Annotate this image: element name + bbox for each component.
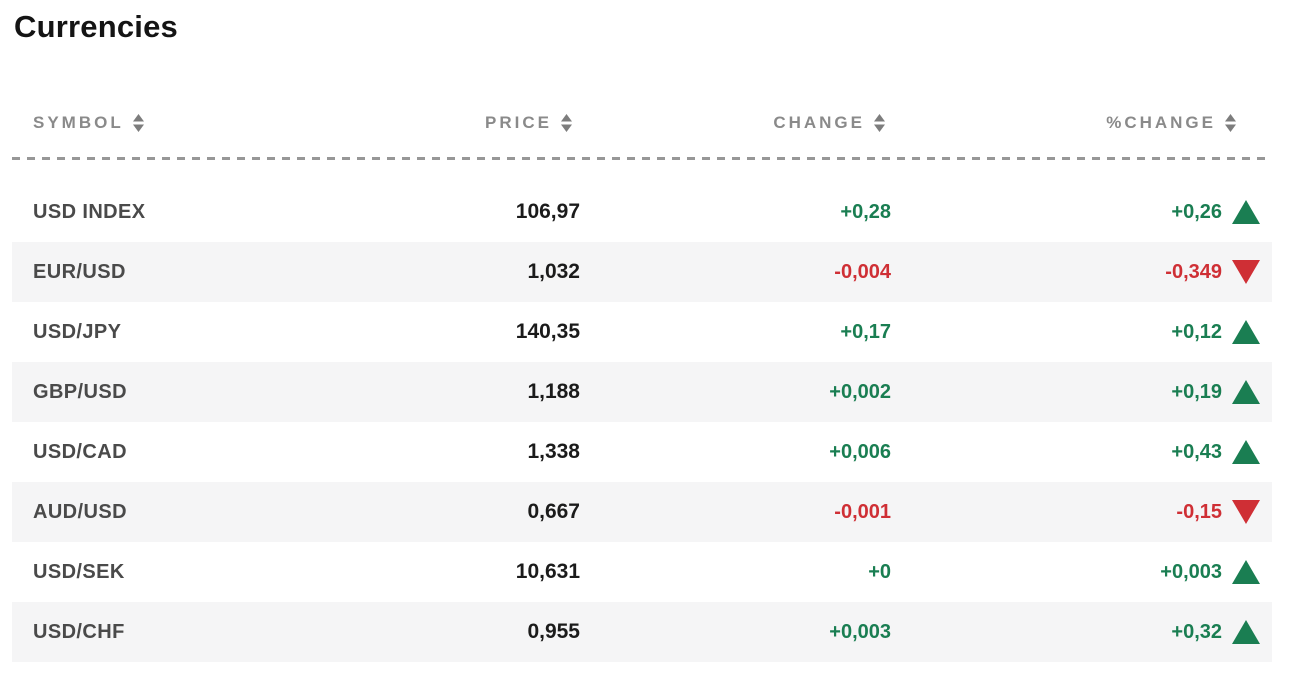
price-cell: 10,631 bbox=[515, 560, 580, 583]
change-cell: +0,006 bbox=[829, 440, 891, 463]
table-row[interactable]: USD/JPY 140,35 +0,17 +0,12 bbox=[12, 302, 1272, 362]
change-cell: +0,17 bbox=[840, 320, 891, 343]
percent-change-value: +0,12 bbox=[1171, 320, 1222, 343]
percent-change-value: +0,32 bbox=[1171, 620, 1222, 643]
price-cell: 140,35 bbox=[515, 320, 580, 343]
symbol-cell: GBP/USD bbox=[33, 380, 127, 403]
currencies-widget: Currencies SYMBOL PRICE CHANGE %CHANGE U… bbox=[0, 8, 1298, 662]
change-cell: -0,004 bbox=[834, 260, 891, 283]
price-cell: 1,338 bbox=[527, 440, 580, 463]
trend-up-arrow-icon bbox=[1232, 620, 1260, 644]
change-cell: +0,003 bbox=[829, 620, 891, 643]
table-row[interactable]: USD/CHF 0,955 +0,003 +0,32 bbox=[12, 602, 1272, 662]
change-cell: +0,28 bbox=[840, 200, 891, 223]
column-header-pct-change[interactable]: %CHANGE bbox=[891, 113, 1272, 133]
column-header-symbol-label: SYMBOL bbox=[33, 113, 124, 132]
percent-change-value: -0,349 bbox=[1165, 260, 1222, 283]
price-cell: 106,97 bbox=[515, 200, 580, 223]
percent-change-cell: +0,19 bbox=[891, 380, 1272, 404]
sort-icon bbox=[132, 114, 144, 132]
column-header-change[interactable]: CHANGE bbox=[580, 113, 891, 133]
page-title: Currencies bbox=[14, 9, 178, 44]
trend-up-arrow-icon bbox=[1232, 560, 1260, 584]
symbol-cell: USD/JPY bbox=[33, 320, 122, 343]
column-header-pct-change-label: %CHANGE bbox=[1106, 113, 1216, 132]
trend-up-arrow-icon bbox=[1232, 380, 1260, 404]
trend-up-arrow-icon bbox=[1232, 200, 1260, 224]
price-cell: 0,667 bbox=[527, 500, 580, 523]
change-cell: -0,001 bbox=[834, 500, 891, 523]
table-row[interactable]: GBP/USD 1,188 +0,002 +0,19 bbox=[12, 362, 1272, 422]
table-row[interactable]: USD/SEK 10,631 +0 +0,003 bbox=[12, 542, 1272, 602]
price-cell: 1,188 bbox=[527, 380, 580, 403]
column-header-symbol[interactable]: SYMBOL bbox=[12, 113, 312, 133]
percent-change-cell: +0,43 bbox=[891, 440, 1272, 464]
trend-down-arrow-icon bbox=[1232, 260, 1260, 284]
table-body: USD INDEX 106,97 +0,28 +0,26 EUR/USD 1,0… bbox=[0, 182, 1298, 662]
symbol-cell: USD INDEX bbox=[33, 200, 146, 223]
column-header-price[interactable]: PRICE bbox=[312, 113, 580, 133]
sort-icon bbox=[561, 114, 572, 132]
table-row[interactable]: AUD/USD 0,667 -0,001 -0,15 bbox=[12, 482, 1272, 542]
symbol-cell: USD/CHF bbox=[33, 620, 125, 643]
percent-change-cell: -0,15 bbox=[891, 500, 1272, 524]
column-header-change-label: CHANGE bbox=[773, 113, 865, 132]
column-header-price-label: PRICE bbox=[485, 113, 552, 132]
percent-change-value: +0,003 bbox=[1160, 560, 1222, 583]
table-row[interactable]: EUR/USD 1,032 -0,004 -0,349 bbox=[12, 242, 1272, 302]
price-cell: 0,955 bbox=[527, 620, 580, 643]
table-row[interactable]: USD/CAD 1,338 +0,006 +0,43 bbox=[12, 422, 1272, 482]
symbol-cell: USD/SEK bbox=[33, 560, 125, 583]
sort-icon bbox=[1225, 114, 1236, 132]
change-cell: +0,002 bbox=[829, 380, 891, 403]
header-separator bbox=[12, 157, 1272, 160]
percent-change-value: +0,19 bbox=[1171, 380, 1222, 403]
table-row[interactable]: USD INDEX 106,97 +0,28 +0,26 bbox=[12, 182, 1272, 242]
percent-change-cell: +0,26 bbox=[891, 200, 1272, 224]
trend-down-arrow-icon bbox=[1232, 500, 1260, 524]
price-cell: 1,032 bbox=[527, 260, 580, 283]
percent-change-value: +0,26 bbox=[1171, 200, 1222, 223]
sort-icon bbox=[874, 114, 885, 132]
symbol-cell: AUD/USD bbox=[33, 500, 127, 523]
change-cell: +0 bbox=[868, 560, 891, 583]
percent-change-cell: -0,349 bbox=[891, 260, 1272, 284]
percent-change-value: +0,43 bbox=[1171, 440, 1222, 463]
table-header: SYMBOL PRICE CHANGE %CHANGE bbox=[12, 101, 1272, 145]
symbol-cell: EUR/USD bbox=[33, 260, 126, 283]
trend-up-arrow-icon bbox=[1232, 440, 1260, 464]
trend-up-arrow-icon bbox=[1232, 320, 1260, 344]
percent-change-cell: +0,12 bbox=[891, 320, 1272, 344]
symbol-cell: USD/CAD bbox=[33, 440, 127, 463]
percent-change-cell: +0,32 bbox=[891, 620, 1272, 644]
percent-change-cell: +0,003 bbox=[891, 560, 1272, 584]
percent-change-value: -0,15 bbox=[1176, 500, 1222, 523]
